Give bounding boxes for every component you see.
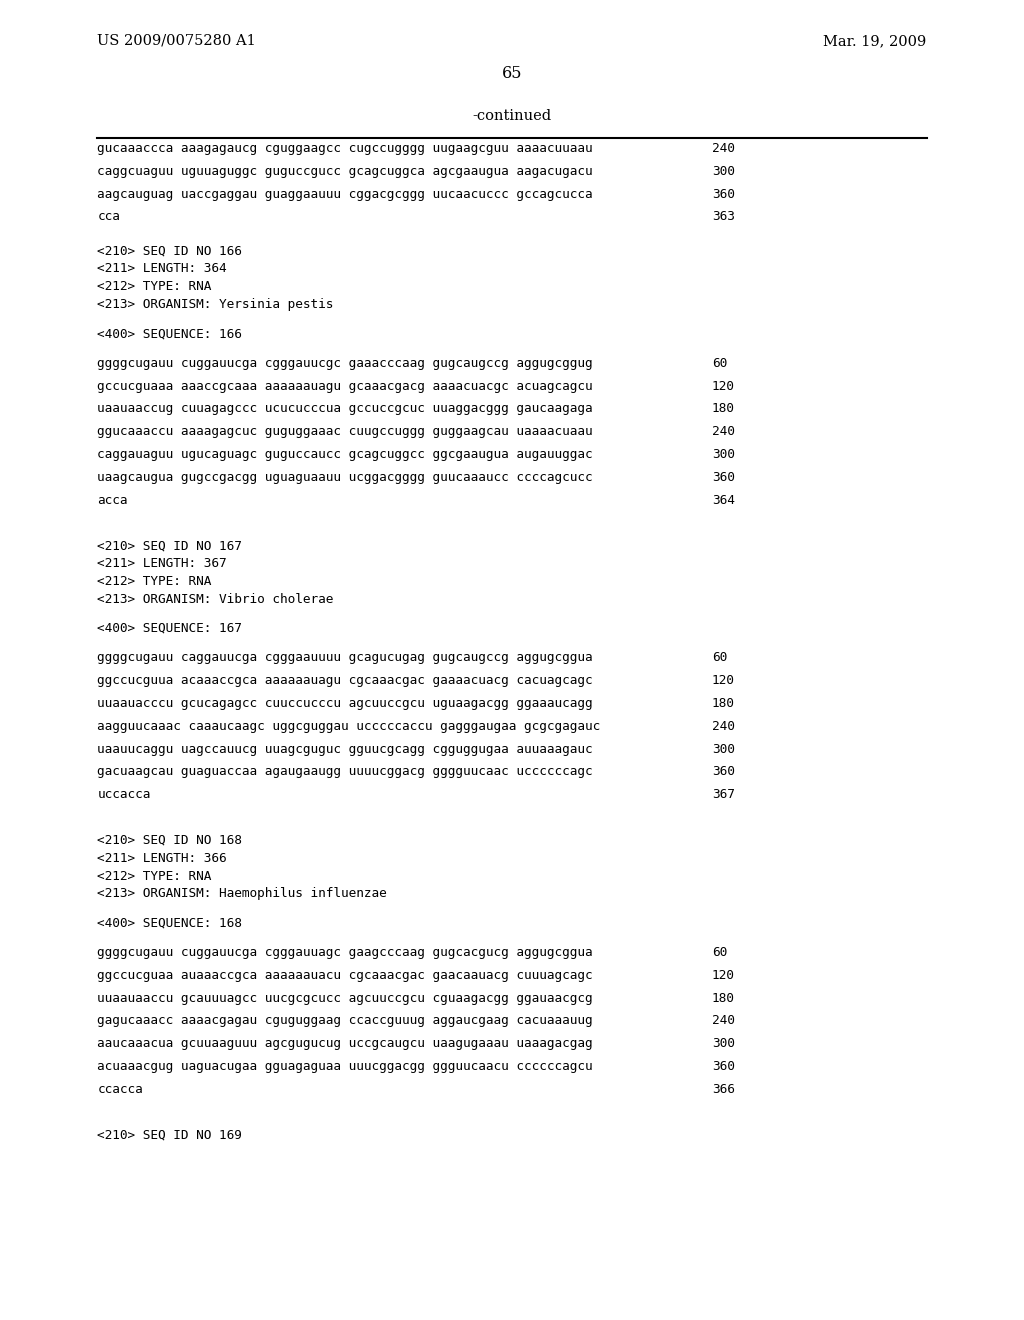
Text: 366: 366 xyxy=(712,1082,734,1096)
Text: 360: 360 xyxy=(712,1060,734,1073)
Text: ggccucguaa auaaaccgca aaaaaauacu cgcaaacgac gaacaauacg cuuuagcagc: ggccucguaa auaaaccgca aaaaaauacu cgcaaac… xyxy=(97,969,593,982)
Text: <211> LENGTH: 367: <211> LENGTH: 367 xyxy=(97,557,227,570)
Text: <400> SEQUENCE: 168: <400> SEQUENCE: 168 xyxy=(97,916,242,929)
Text: <211> LENGTH: 364: <211> LENGTH: 364 xyxy=(97,263,227,276)
Text: 120: 120 xyxy=(712,969,734,982)
Text: <210> SEQ ID NO 168: <210> SEQ ID NO 168 xyxy=(97,834,242,847)
Text: caggcuaguu uguuaguggc guguccgucc gcagcuggca agcgaaugua aagacugacu: caggcuaguu uguuaguggc guguccgucc gcagcug… xyxy=(97,165,593,178)
Text: uaauaaccug cuuagagccc ucucucccua gccuccgcuc uuaggacggg gaucaagaga: uaauaaccug cuuagagccc ucucucccua gccuccg… xyxy=(97,403,593,416)
Text: gucaaaccca aaagagaucg cguggaagcc cugccugggg uugaagcguu aaaacuuaau: gucaaaccca aaagagaucg cguggaagcc cugccug… xyxy=(97,143,593,154)
Text: 65: 65 xyxy=(502,65,522,82)
Text: 180: 180 xyxy=(712,697,734,710)
Text: ggucaaaccu aaaagagcuc guguggaaac cuugccuggg guggaagcau uaaaacuaau: ggucaaaccu aaaagagcuc guguggaaac cuugccu… xyxy=(97,425,593,438)
Text: 360: 360 xyxy=(712,471,734,483)
Text: -continued: -continued xyxy=(472,110,552,123)
Text: ggggcugauu caggauucga cgggaauuuu gcagucugag gugcaugccg aggugcggua: ggggcugauu caggauucga cgggaauuuu gcagucu… xyxy=(97,651,593,664)
Text: gagucaaacc aaaacgagau cguguggaag ccaccguuug aggaucgaag cacuaaauug: gagucaaacc aaaacgagau cguguggaag ccaccgu… xyxy=(97,1014,593,1027)
Text: 300: 300 xyxy=(712,165,734,178)
Text: 120: 120 xyxy=(712,675,734,688)
Text: ccacca: ccacca xyxy=(97,1082,143,1096)
Text: 360: 360 xyxy=(712,766,734,779)
Text: 364: 364 xyxy=(712,494,734,507)
Text: 300: 300 xyxy=(712,743,734,755)
Text: US 2009/0075280 A1: US 2009/0075280 A1 xyxy=(97,34,256,48)
Text: ggggcugauu cuggauucga cgggauuagc gaagcccaag gugcacgucg aggugcggua: ggggcugauu cuggauucga cgggauuagc gaagccc… xyxy=(97,946,593,958)
Text: 240: 240 xyxy=(712,143,734,154)
Text: <213> ORGANISM: Vibrio cholerae: <213> ORGANISM: Vibrio cholerae xyxy=(97,593,334,606)
Text: 300: 300 xyxy=(712,1038,734,1051)
Text: 180: 180 xyxy=(712,403,734,416)
Text: <400> SEQUENCE: 166: <400> SEQUENCE: 166 xyxy=(97,327,242,341)
Text: 120: 120 xyxy=(712,380,734,392)
Text: uuaauacccu gcucagagcc cuuccucccu agcuuccgcu uguaagacgg ggaaaucagg: uuaauacccu gcucagagcc cuuccucccu agcuucc… xyxy=(97,697,593,710)
Text: acuaaacgug uaguacugaa gguagaguaa uuucggacgg ggguucaacu ccccccagcu: acuaaacgug uaguacugaa gguagaguaa uuucgga… xyxy=(97,1060,593,1073)
Text: 367: 367 xyxy=(712,788,734,801)
Text: gacuaagcau guaguaccaa agaugaaugg uuuucggacg gggguucaac uccccccagc: gacuaagcau guaguaccaa agaugaaugg uuuucgg… xyxy=(97,766,593,779)
Text: 363: 363 xyxy=(712,210,734,223)
Text: 60: 60 xyxy=(712,651,727,664)
Text: caggauaguu ugucaguagc guguccaucc gcagcuggcc ggcgaaugua augauuggac: caggauaguu ugucaguagc guguccaucc gcagcug… xyxy=(97,447,593,461)
Text: <212> TYPE: RNA: <212> TYPE: RNA xyxy=(97,576,212,587)
Text: uccacca: uccacca xyxy=(97,788,151,801)
Text: <400> SEQUENCE: 167: <400> SEQUENCE: 167 xyxy=(97,622,242,635)
Text: <212> TYPE: RNA: <212> TYPE: RNA xyxy=(97,870,212,883)
Text: <212> TYPE: RNA: <212> TYPE: RNA xyxy=(97,280,212,293)
Text: ggggcugauu cuggauucga cgggauucgc gaaacccaag gugcaugccg aggugcggug: ggggcugauu cuggauucga cgggauucgc gaaaccc… xyxy=(97,356,593,370)
Text: 240: 240 xyxy=(712,1014,734,1027)
Text: 60: 60 xyxy=(712,946,727,958)
Text: 300: 300 xyxy=(712,447,734,461)
Text: <210> SEQ ID NO 166: <210> SEQ ID NO 166 xyxy=(97,244,242,257)
Text: acca: acca xyxy=(97,494,128,507)
Text: Mar. 19, 2009: Mar. 19, 2009 xyxy=(823,34,927,48)
Text: 360: 360 xyxy=(712,187,734,201)
Text: <213> ORGANISM: Yersinia pestis: <213> ORGANISM: Yersinia pestis xyxy=(97,298,334,312)
Text: uaagcaugua gugccgacgg uguaguaauu ucggacgggg guucaaaucc ccccagcucc: uaagcaugua gugccgacgg uguaguaauu ucggacg… xyxy=(97,471,593,483)
Text: aagguucaaac caaaucaagc uggcguggau ucccccaccu gagggaugaa gcgcgagauc: aagguucaaac caaaucaagc uggcguggau uccccc… xyxy=(97,719,600,733)
Text: gccucguaaa aaaccgcaaa aaaaaauagu gcaaacgacg aaaacuacgc acuagcagcu: gccucguaaa aaaccgcaaa aaaaaauagu gcaaacg… xyxy=(97,380,593,392)
Text: <210> SEQ ID NO 167: <210> SEQ ID NO 167 xyxy=(97,540,242,552)
Text: uaauucaggu uagccauucg uuagcguguc gguucgcagg cgguggugaa auuaaagauc: uaauucaggu uagccauucg uuagcguguc gguucgc… xyxy=(97,743,593,755)
Text: 180: 180 xyxy=(712,991,734,1005)
Text: aagcauguag uaccgaggau guaggaauuu cggacgcggg uucaacuccc gccagcucca: aagcauguag uaccgaggau guaggaauuu cggacgc… xyxy=(97,187,593,201)
Text: cca: cca xyxy=(97,210,120,223)
Text: <211> LENGTH: 366: <211> LENGTH: 366 xyxy=(97,851,227,865)
Text: 60: 60 xyxy=(712,356,727,370)
Text: uuaauaaccu gcauuuagcc uucgcgcucc agcuuccgcu cguaagacgg ggauaacgcg: uuaauaaccu gcauuuagcc uucgcgcucc agcuucc… xyxy=(97,991,593,1005)
Text: 240: 240 xyxy=(712,719,734,733)
Text: <213> ORGANISM: Haemophilus influenzae: <213> ORGANISM: Haemophilus influenzae xyxy=(97,887,387,900)
Text: aaucaaacua gcuuaaguuu agcgugucug uccgcaugcu uaagugaaau uaaagacgag: aaucaaacua gcuuaaguuu agcgugucug uccgcau… xyxy=(97,1038,593,1051)
Text: <210> SEQ ID NO 169: <210> SEQ ID NO 169 xyxy=(97,1129,242,1142)
Text: ggccucguua acaaaccgca aaaaaauagu cgcaaacgac gaaaacuacg cacuagcagc: ggccucguua acaaaccgca aaaaaauagu cgcaaac… xyxy=(97,675,593,688)
Text: 240: 240 xyxy=(712,425,734,438)
